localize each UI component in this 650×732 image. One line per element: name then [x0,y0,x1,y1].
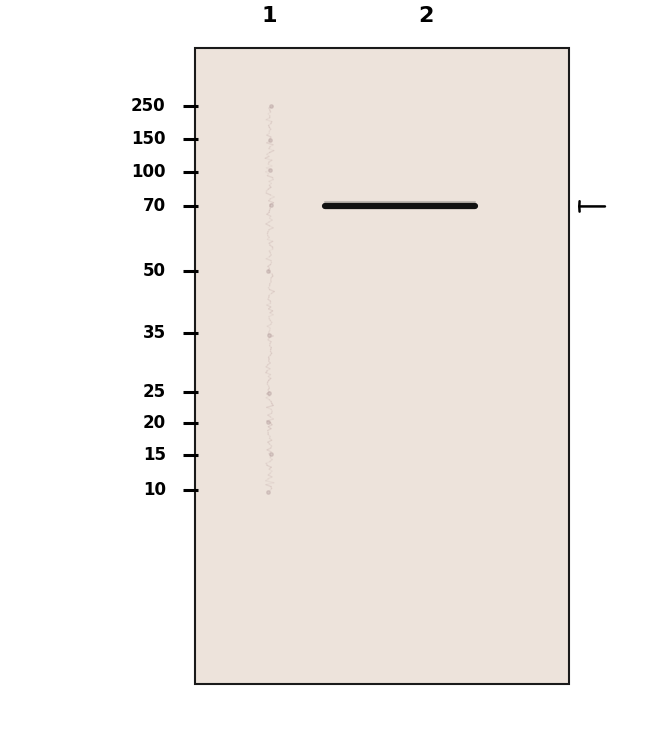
Text: 15: 15 [143,447,166,464]
Text: 250: 250 [131,97,166,115]
Text: 20: 20 [142,414,166,432]
Text: 50: 50 [143,262,166,280]
Text: 25: 25 [142,383,166,400]
Bar [195,48,569,684]
Text: 10: 10 [143,482,166,499]
Text: 2: 2 [418,6,434,26]
Text: 70: 70 [142,198,166,215]
Text: 35: 35 [142,324,166,342]
Text: 100: 100 [131,163,166,181]
Text: 1: 1 [262,6,278,26]
Text: 150: 150 [131,130,166,148]
